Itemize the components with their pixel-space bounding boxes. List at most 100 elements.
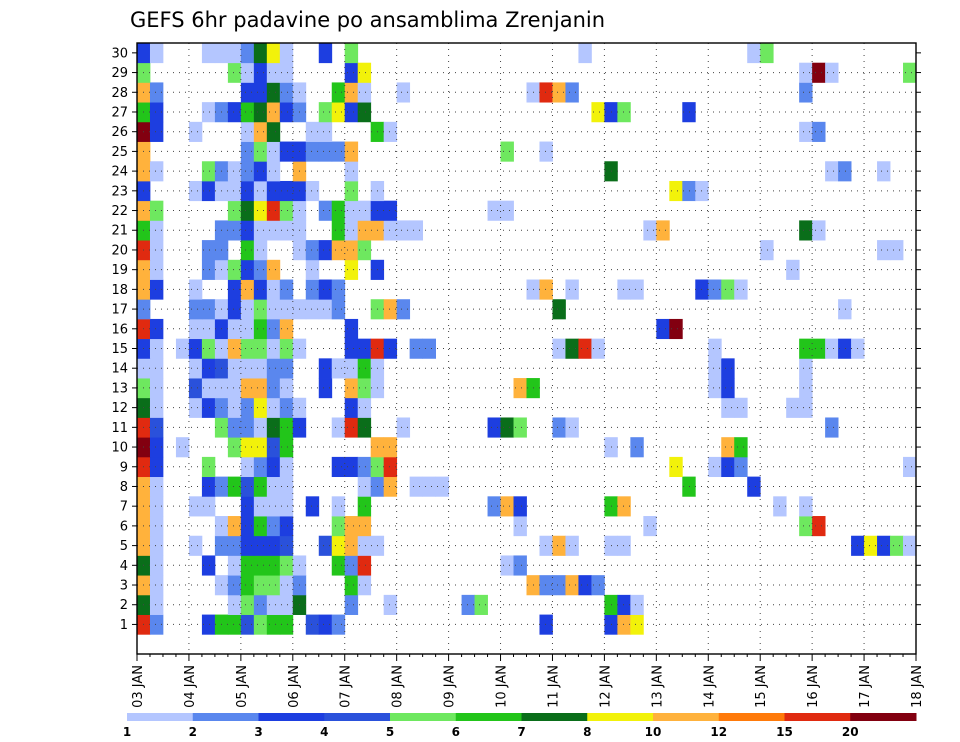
heatmap-cell xyxy=(227,220,242,241)
heatmap-cell xyxy=(318,279,333,300)
y-tick-label: 10 xyxy=(111,441,128,456)
heatmap-cell xyxy=(799,397,813,418)
y-tick-label: 18 xyxy=(111,283,128,298)
heatmap-cell xyxy=(279,200,294,221)
heatmap-cell xyxy=(253,141,268,162)
heatmap-cell xyxy=(240,279,255,300)
heatmap-cell xyxy=(799,358,813,379)
heatmap-cell xyxy=(279,575,294,596)
heatmap-cell xyxy=(266,121,281,142)
heatmap-cell xyxy=(240,200,255,221)
heatmap-cell xyxy=(383,200,398,221)
heatmap-cell xyxy=(734,456,748,478)
heatmap-cell xyxy=(188,397,203,418)
heatmap-cell xyxy=(279,417,294,438)
heatmap-cell xyxy=(331,279,346,300)
heatmap-cell xyxy=(266,417,281,438)
heatmap-cell xyxy=(331,516,346,537)
heatmap-cell xyxy=(266,220,281,241)
heatmap-cell xyxy=(279,476,294,497)
heatmap-cell xyxy=(149,358,164,379)
heatmap-cell xyxy=(149,220,164,241)
heatmap-cell xyxy=(318,121,333,142)
legend-label: 12 xyxy=(710,725,727,739)
heatmap-cell xyxy=(721,378,735,399)
heatmap-cell xyxy=(344,161,359,182)
heatmap-cell xyxy=(253,102,268,123)
heatmap-cell xyxy=(240,220,255,241)
heatmap-cell xyxy=(227,299,242,320)
heatmap-cell xyxy=(253,378,268,399)
heatmap-cell xyxy=(318,43,333,64)
y-tick-label: 24 xyxy=(111,165,128,180)
heatmap-cell xyxy=(240,161,255,182)
heatmap-cell xyxy=(201,161,216,182)
heatmap-cell xyxy=(565,338,579,359)
heatmap-cell xyxy=(461,594,475,615)
heatmap-cell xyxy=(903,456,917,478)
heatmap-cell xyxy=(227,417,242,438)
heatmap-cell xyxy=(240,555,255,576)
heatmap-cell xyxy=(838,161,852,182)
y-tick-label: 7 xyxy=(120,500,128,515)
heatmap-cell xyxy=(266,476,281,497)
heatmap-cell xyxy=(266,594,281,615)
heatmap-cell xyxy=(201,102,216,123)
heatmap-cell xyxy=(760,43,774,64)
y-tick-label: 1 xyxy=(120,618,128,633)
heatmap-cell xyxy=(201,555,216,576)
heatmap-cell xyxy=(513,417,527,438)
heatmap-cell xyxy=(240,516,255,537)
heatmap-cell xyxy=(240,43,255,64)
heatmap-cell xyxy=(279,338,294,359)
heatmap-cell xyxy=(539,279,553,300)
heatmap-cell xyxy=(214,43,229,64)
heatmap-cell xyxy=(331,299,346,320)
heatmap-cell xyxy=(240,417,255,438)
heatmap-cell xyxy=(747,476,761,497)
heatmap-cell xyxy=(253,180,268,202)
heatmap-cell xyxy=(539,82,553,103)
heatmap-cell xyxy=(240,180,255,202)
heatmap-cell xyxy=(799,121,813,142)
heatmap-cell xyxy=(617,535,631,556)
x-tick-label: 08 JAN xyxy=(391,665,406,708)
heatmap-cell xyxy=(721,437,735,458)
heatmap-cell xyxy=(786,397,800,418)
heatmap-cell xyxy=(877,535,891,556)
x-tick-label: 11 JAN xyxy=(546,665,561,708)
heatmap-cell xyxy=(253,43,268,64)
heatmap-cell xyxy=(487,496,501,517)
y-tick-label: 8 xyxy=(120,480,128,495)
heatmap-cell xyxy=(149,279,164,300)
heatmap-cell xyxy=(539,535,553,556)
heatmap-cell xyxy=(838,299,852,320)
heatmap-cell xyxy=(357,102,372,123)
heatmap-cell xyxy=(305,496,320,517)
heatmap-cell xyxy=(357,555,372,576)
heatmap-cell xyxy=(318,240,333,261)
x-tick-label: 05 JAN xyxy=(235,665,250,708)
heatmap-cell xyxy=(227,161,242,182)
legend-label: 4 xyxy=(320,725,328,739)
heatmap-cell xyxy=(266,437,281,458)
heatmap-cell xyxy=(331,456,346,478)
heatmap-cell xyxy=(188,121,203,142)
heatmap-cell xyxy=(591,338,605,359)
heatmap-cell xyxy=(812,338,826,359)
heatmap-cell xyxy=(240,141,255,162)
heatmap-cell xyxy=(734,437,748,458)
heatmap-cell xyxy=(227,259,242,280)
heatmap-cell xyxy=(266,279,281,300)
heatmap-cell xyxy=(279,496,294,517)
legend-swatch xyxy=(127,713,194,721)
x-tick-label: 06 JAN xyxy=(287,665,302,708)
heatmap-cell xyxy=(266,397,281,418)
heatmap-cell xyxy=(357,417,372,438)
heatmap-cell xyxy=(721,397,735,418)
heatmap-cell xyxy=(149,121,164,142)
heatmap-cell xyxy=(240,259,255,280)
heatmap-cell xyxy=(500,200,514,221)
heatmap-cell xyxy=(682,102,696,123)
y-tick-label: 23 xyxy=(111,184,128,199)
